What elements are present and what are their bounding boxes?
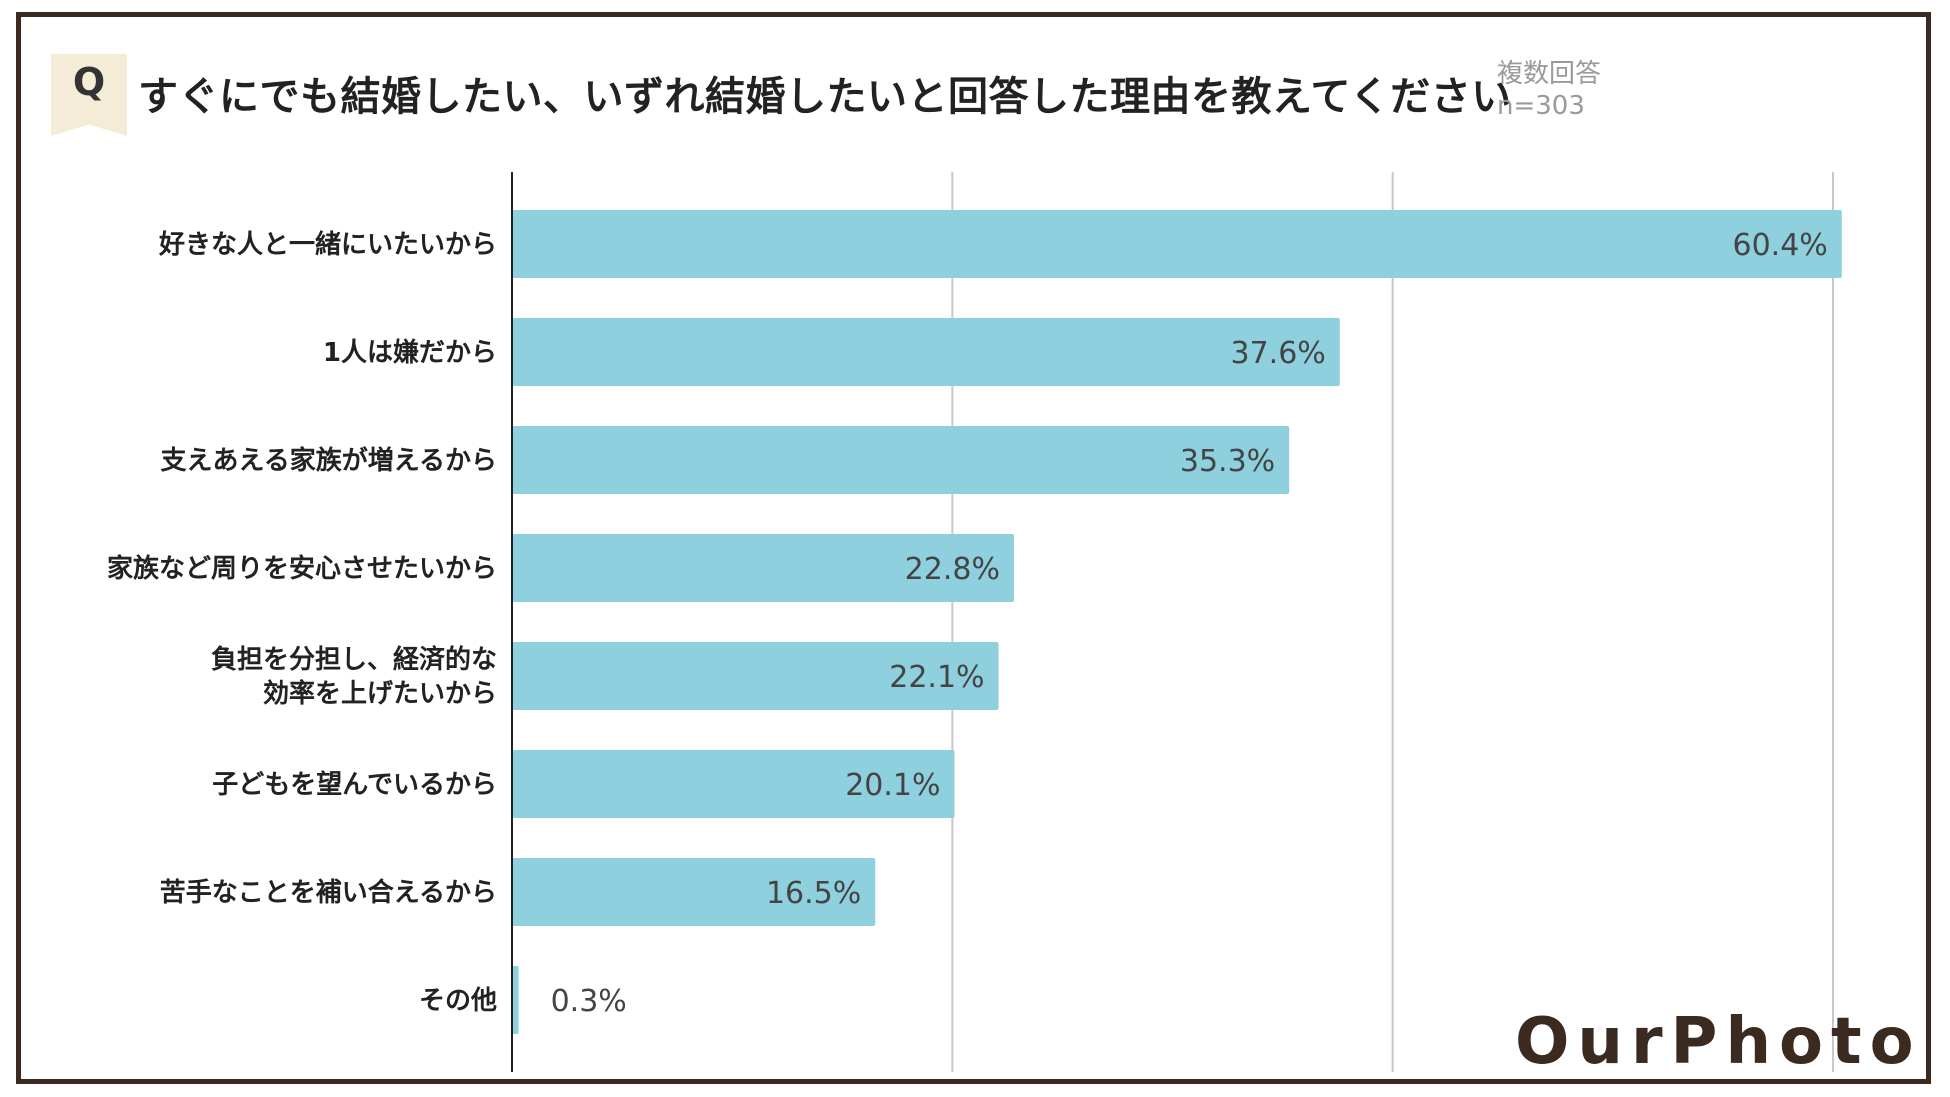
question-badge [51, 54, 127, 136]
category-label-1: 1人は嫌だから [323, 338, 497, 368]
sample-size-note: n=303 [1497, 91, 1585, 121]
bar-3 [512, 534, 1014, 602]
value-label-1: 37.6% [1231, 336, 1326, 371]
value-label-4: 22.1% [889, 660, 984, 695]
bar-6 [512, 858, 876, 926]
ourphoto-logo: OurPhoto [1515, 1005, 1922, 1079]
category-label-4-line-1: 効率を上げたいから [263, 678, 497, 709]
bar-2 [512, 426, 1290, 494]
bar-4 [512, 642, 999, 710]
category-label-3: 家族など周りを安心させたいから [107, 553, 497, 584]
category-label-7: その他 [419, 986, 497, 1016]
category-label-6: 苦手なことを補い合えるから [160, 877, 497, 908]
value-label-2: 35.3% [1180, 444, 1275, 479]
category-label-4-line-0: 負担を分担し、経済的な [211, 644, 497, 675]
value-label-6: 16.5% [766, 876, 861, 911]
category-label-2: 支えあえる家族が増えるから [161, 445, 497, 476]
bar-1 [512, 318, 1340, 386]
sample-note: 複数回答 n=303 [1497, 58, 1601, 122]
value-label-5: 20.1% [845, 768, 940, 803]
bar-0 [512, 210, 1842, 278]
chart-title: すぐにでも結婚したい、いずれ結婚したいと回答した理由を教えてください [138, 74, 1512, 120]
category-label-0: 好きな人と一緒にいたいから [158, 229, 497, 260]
bar-7 [512, 966, 519, 1034]
value-label-0: 60.4% [1732, 228, 1827, 263]
value-label-7: 0.3% [551, 984, 627, 1019]
multiple-answer-note: 複数回答 [1497, 59, 1602, 89]
bar-5 [512, 750, 955, 818]
value-label-3: 22.8% [905, 552, 1000, 587]
question-letter: Q [72, 60, 106, 104]
category-label-5: 子どもを望んでいるから [212, 770, 497, 800]
